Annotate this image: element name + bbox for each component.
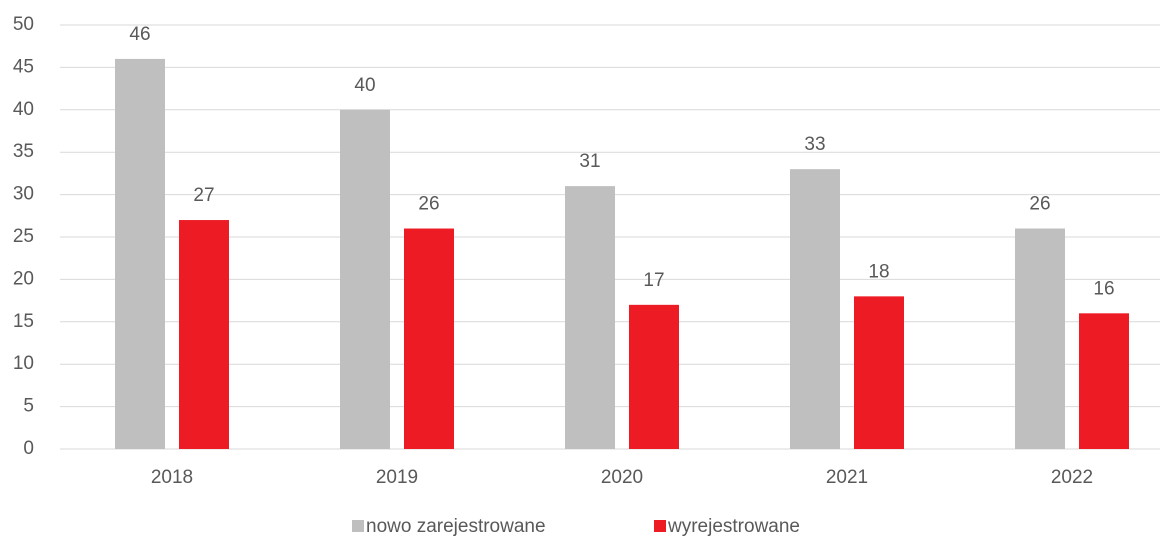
y-tick-label: 0 xyxy=(23,438,34,459)
bar xyxy=(790,169,840,449)
x-tick-label: 2019 xyxy=(376,467,418,488)
y-tick-label: 45 xyxy=(13,56,34,77)
data-label: 33 xyxy=(804,134,825,155)
bar xyxy=(629,304,679,449)
data-label: 27 xyxy=(193,185,214,206)
bar xyxy=(565,186,615,449)
bar xyxy=(854,296,904,449)
bar xyxy=(1015,228,1065,449)
y-tick-label: 5 xyxy=(23,396,34,417)
x-tick-label: 2020 xyxy=(601,467,643,488)
x-tick-label: 2021 xyxy=(826,467,868,488)
y-tick-label: 40 xyxy=(13,99,34,120)
data-label: 31 xyxy=(579,151,600,172)
data-label: 18 xyxy=(868,261,889,282)
y-tick-label: 30 xyxy=(13,184,34,205)
legend-swatch xyxy=(654,520,666,532)
legend-label: nowo zarejestrowane xyxy=(366,516,546,537)
data-label: 26 xyxy=(418,194,439,215)
y-tick-label: 50 xyxy=(13,14,34,35)
data-label: 46 xyxy=(129,24,150,45)
y-tick-label: 25 xyxy=(13,226,34,247)
bar xyxy=(1079,313,1129,449)
data-label: 16 xyxy=(1093,278,1114,299)
legend-swatch xyxy=(352,520,364,532)
legend-label: wyrejestrowane xyxy=(667,516,800,537)
bar xyxy=(404,228,454,449)
bar xyxy=(179,220,229,449)
data-label: 40 xyxy=(354,75,375,96)
y-tick-label: 10 xyxy=(13,353,34,374)
y-tick-label: 15 xyxy=(13,311,34,332)
data-label: 26 xyxy=(1029,194,1050,215)
y-tick-label: 20 xyxy=(13,268,34,289)
bar xyxy=(340,109,390,450)
data-label: 17 xyxy=(643,270,664,291)
x-tick-label: 2018 xyxy=(151,467,193,488)
bar xyxy=(115,58,165,450)
y-tick-label: 35 xyxy=(13,141,34,162)
x-tick-label: 2022 xyxy=(1051,467,1093,488)
